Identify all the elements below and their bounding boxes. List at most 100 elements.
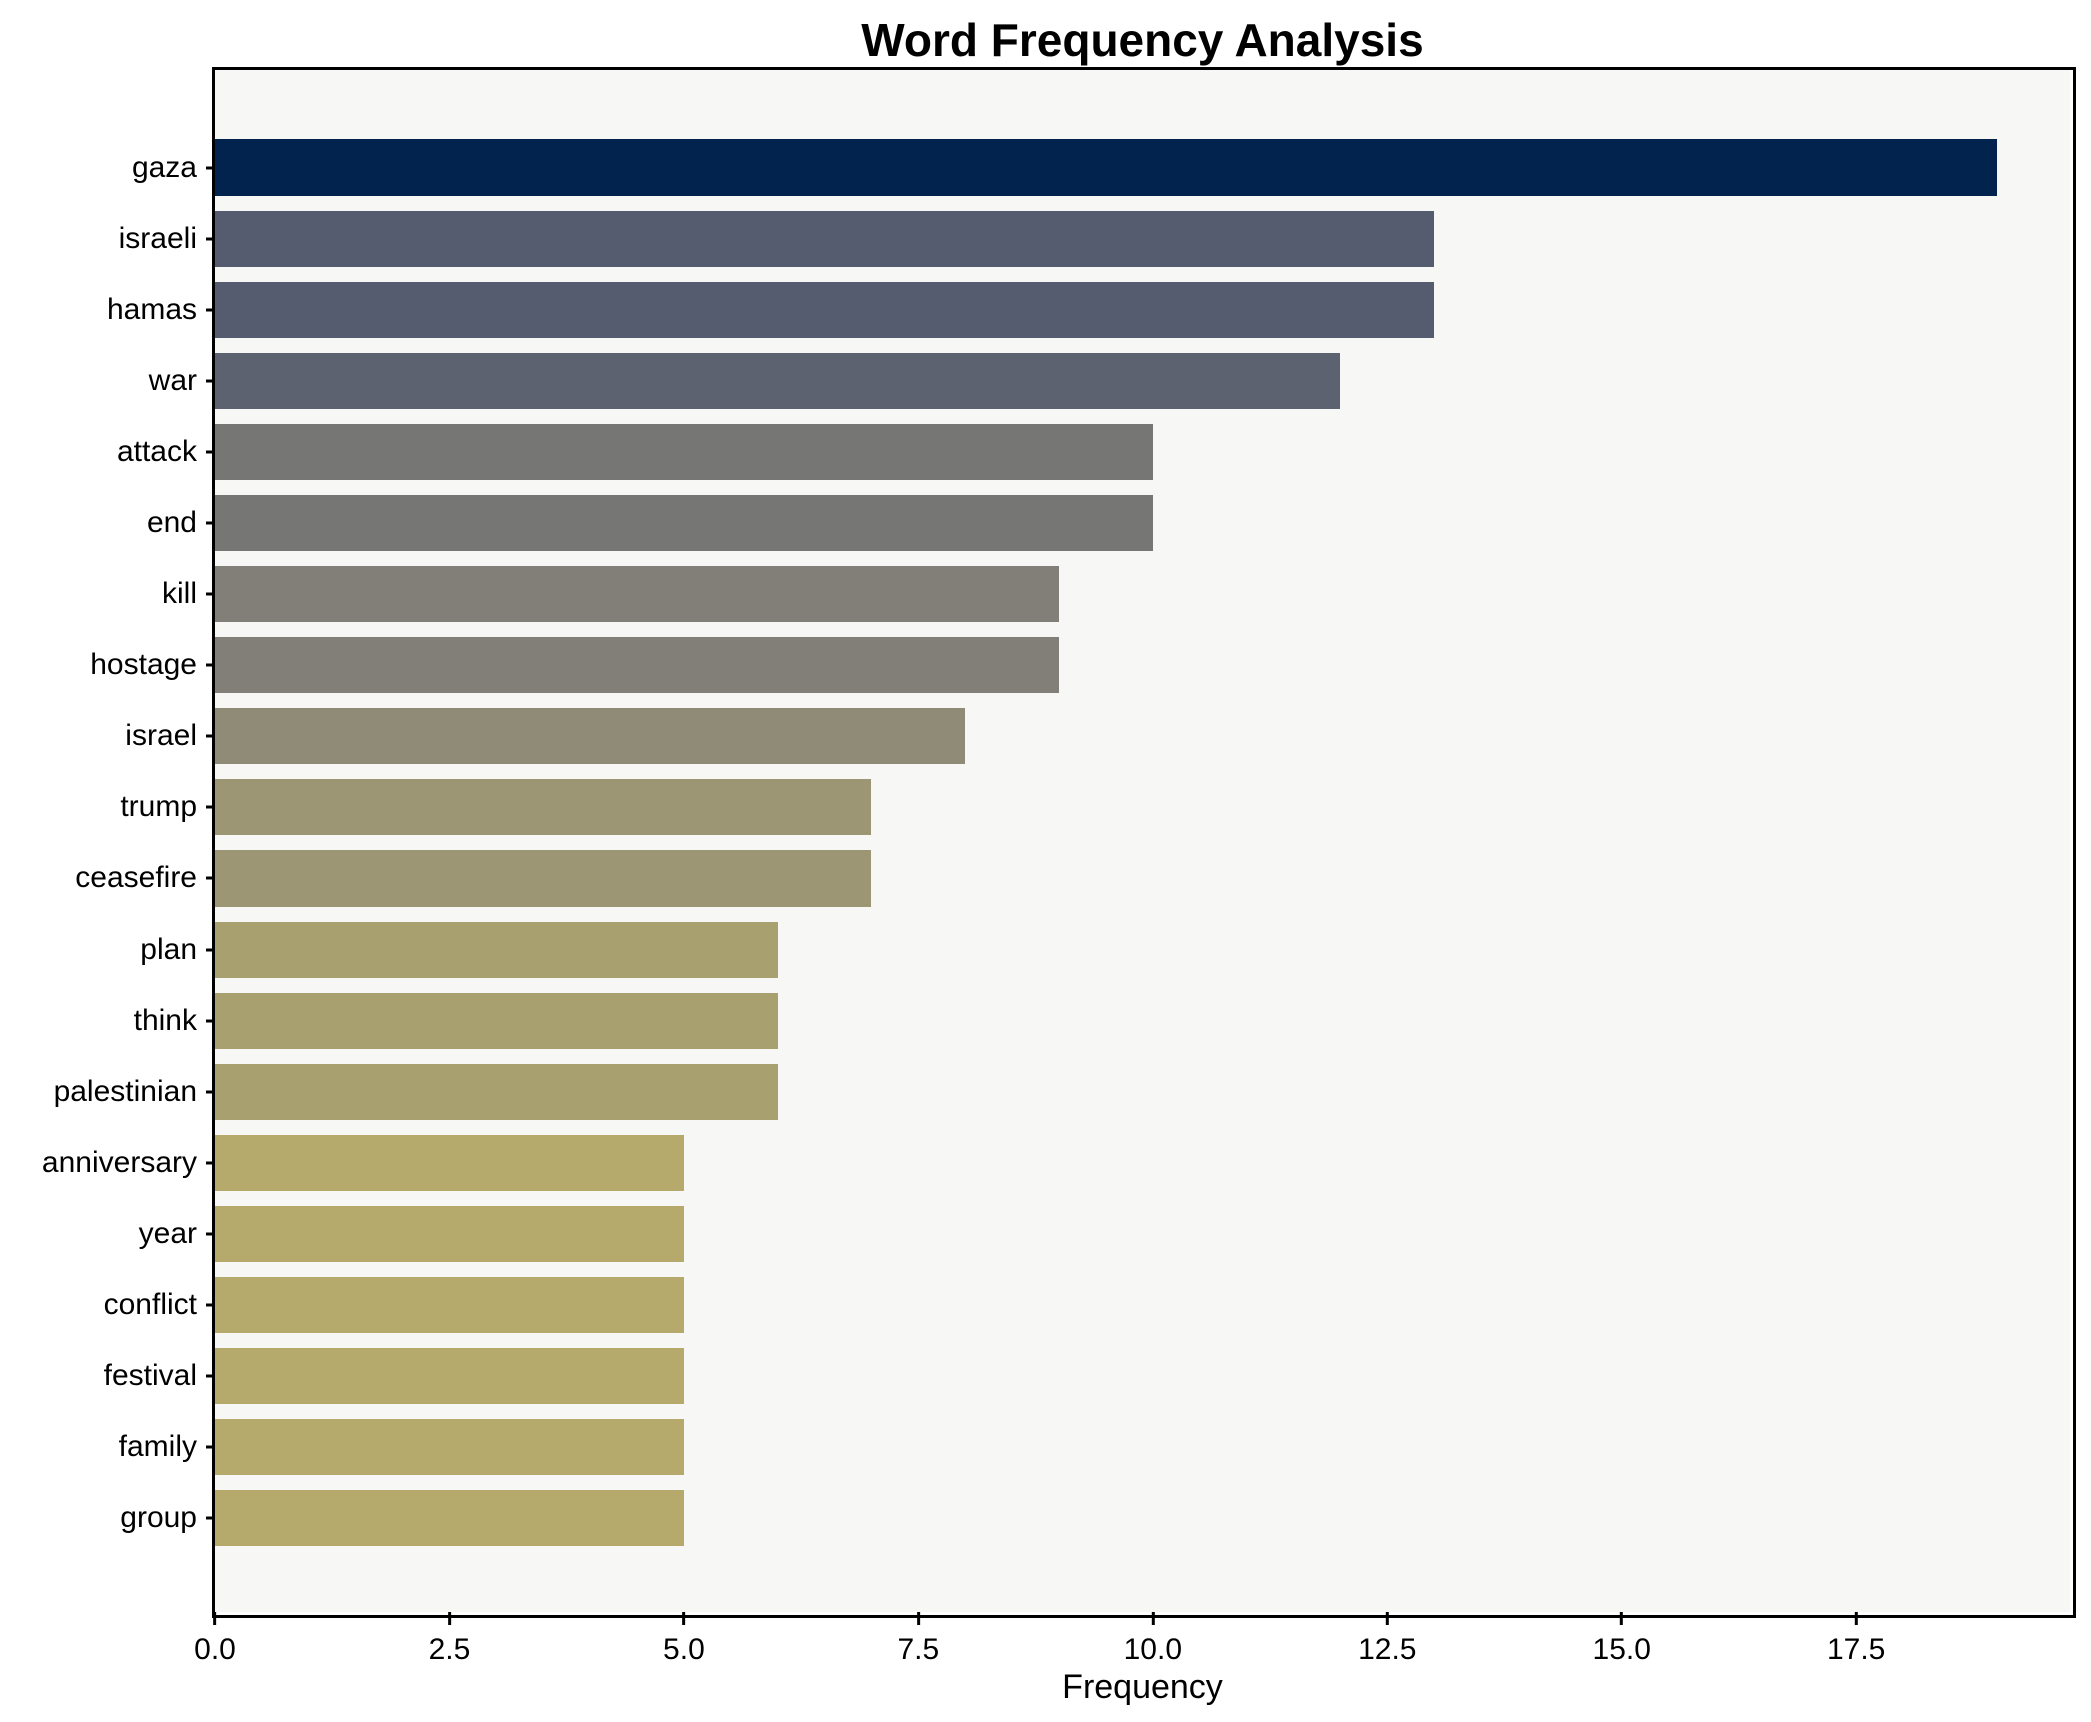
bar (215, 210, 1435, 267)
y-tick-label: trump (120, 790, 197, 824)
x-tick: 2.5 (428, 1612, 471, 1667)
bar-row: kill (162, 559, 2070, 630)
y-tick-mark (206, 521, 215, 525)
y-tick-mark (206, 1019, 215, 1023)
y-tick-mark (206, 237, 215, 241)
bar (215, 1348, 684, 1405)
y-tick-label: family (118, 1430, 197, 1464)
x-tick: 10.0 (1124, 1612, 1182, 1667)
x-tick: 17.5 (1827, 1612, 1885, 1667)
y-tick-label: war (148, 363, 197, 397)
bar-row: end (147, 487, 2070, 558)
bar-row: think (134, 985, 2070, 1056)
x-tick-mark (1151, 1612, 1155, 1625)
y-tick-label: end (146, 506, 197, 540)
bar-row: festival (104, 1341, 2070, 1412)
x-tick: 5.0 (663, 1612, 705, 1667)
x-axis-ticks: 0.0 2.5 5.0 7.5 10.0 12.5 15.0 17.5 (194, 1612, 2070, 1682)
y-tick-mark (206, 1161, 215, 1165)
y-tick-mark (206, 379, 215, 383)
y-tick-mark (206, 1516, 215, 1520)
x-tick-label: 7.5 (897, 1633, 940, 1666)
y-tick-mark (206, 734, 215, 738)
y-tick-mark (206, 1090, 215, 1094)
x-tick: 15.0 (1593, 1612, 1651, 1667)
y-tick-label: israel (125, 719, 197, 753)
y-tick-label: palestinian (53, 1074, 197, 1108)
y-tick-label: ceasefire (75, 861, 197, 895)
bar-row: year (139, 1198, 2070, 1269)
bar-row: war (149, 345, 2070, 416)
bar (215, 566, 1060, 623)
x-tick-label: 12.5 (1358, 1633, 1417, 1666)
bar-row: israel (125, 701, 2070, 772)
bar-row: ceasefire (75, 843, 2070, 914)
bar-row: hostage (90, 630, 2070, 701)
x-tick: 12.5 (1358, 1612, 1416, 1667)
bars-region: gaza israeli hamas war attack end kill hostage i… (42, 70, 2070, 1612)
bar-row: attack (117, 416, 2070, 487)
bar (215, 1205, 684, 1263)
bar (215, 1134, 684, 1191)
y-tick-mark (206, 805, 215, 809)
y-tick-label: think (133, 1003, 197, 1037)
x-tick-mark (1620, 1612, 1624, 1625)
bar (215, 139, 1997, 196)
y-tick-label: hamas (106, 292, 197, 326)
bar-row: anniversary (42, 1127, 2070, 1198)
bar (215, 992, 778, 1049)
bar (215, 423, 1153, 480)
y-tick-label: attack (116, 434, 197, 468)
bar (215, 708, 966, 765)
y-tick-label: year (138, 1216, 197, 1250)
y-tick-label: festival (103, 1359, 197, 1393)
x-tick-label: 2.5 (428, 1633, 471, 1666)
y-tick-label: gaza (131, 150, 197, 184)
bar-row: group (120, 1483, 2070, 1554)
bar-row: plan (140, 914, 2070, 985)
bar-row: conflict (104, 1270, 2070, 1341)
x-tick: 7.5 (897, 1612, 940, 1667)
bar (215, 1419, 684, 1476)
x-tick-label: 0.0 (194, 1633, 236, 1666)
y-tick-label: anniversary (41, 1145, 197, 1179)
bar-row: israeli (119, 203, 2070, 274)
bar-row: palestinian (54, 1056, 2070, 1127)
x-tick-mark (1385, 1612, 1389, 1625)
y-tick-label: kill (162, 577, 197, 611)
chart-title: Word Frequency Analysis (861, 14, 1424, 66)
y-tick-mark (206, 450, 215, 454)
bar-row: family (119, 1412, 2070, 1483)
x-tick-label: 5.0 (663, 1633, 705, 1666)
bar (215, 1490, 684, 1547)
y-tick-mark (206, 948, 215, 952)
y-tick-label: israeli (118, 221, 197, 255)
x-tick-mark (1854, 1612, 1858, 1625)
y-tick-mark (206, 308, 215, 312)
y-tick-label: conflict (103, 1288, 197, 1322)
bar (215, 921, 778, 978)
y-tick-mark (206, 1232, 215, 1236)
bar-row: trump (120, 772, 2070, 843)
y-tick-label: plan (140, 932, 197, 966)
bar-row: gaza (132, 132, 2070, 203)
bar (215, 494, 1153, 552)
x-tick-mark (213, 1612, 217, 1625)
y-tick-mark (206, 663, 215, 667)
bar (215, 281, 1435, 338)
x-tick-mark (447, 1612, 451, 1625)
x-tick-mark (916, 1612, 920, 1625)
y-tick-mark (206, 1303, 215, 1307)
bar (215, 779, 872, 836)
bar (215, 1276, 684, 1334)
y-tick-mark (206, 1445, 215, 1449)
x-tick-label: 15.0 (1592, 1633, 1651, 1666)
x-tick-label: 10.0 (1123, 1633, 1183, 1666)
bar-row: hamas (107, 274, 2070, 345)
y-tick-mark (206, 876, 215, 880)
y-tick-mark (206, 1374, 215, 1378)
x-tick-label: 17.5 (1826, 1633, 1886, 1666)
bar (215, 1063, 778, 1120)
bar (215, 850, 872, 907)
x-tick: 0.0 (194, 1612, 236, 1667)
